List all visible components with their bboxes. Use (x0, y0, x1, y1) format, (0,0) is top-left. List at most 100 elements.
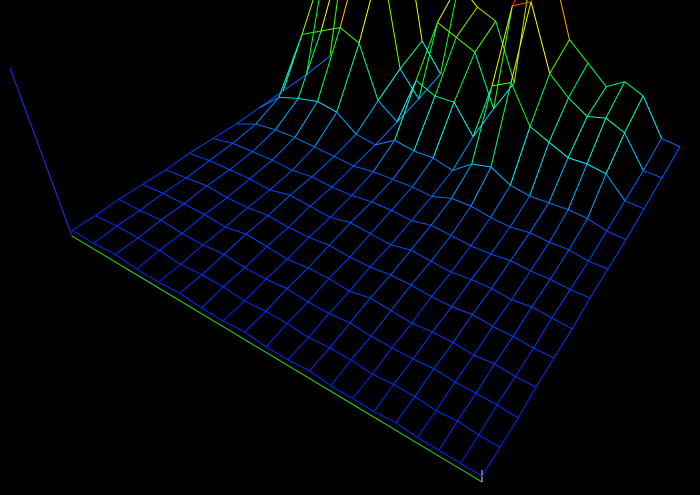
mesh-line-y (553, 328, 573, 359)
mesh-line-y (162, 177, 187, 194)
mesh-line-x (567, 157, 588, 165)
mesh-line-x (278, 96, 299, 99)
mesh-line-x (291, 169, 313, 178)
mesh-line-x (320, 27, 341, 32)
mesh-line-y (435, 381, 456, 411)
mesh-line-x (410, 284, 432, 298)
mesh-line-y (586, 173, 607, 219)
mesh-line-x (328, 312, 351, 324)
mesh-line-x (529, 126, 550, 143)
mesh-line-y (265, 323, 288, 348)
mesh-line-x (95, 215, 117, 227)
mesh-line-y (492, 299, 512, 327)
mesh-line-y (266, 227, 289, 247)
mesh-line-y (390, 220, 412, 246)
mesh-line-x (349, 322, 372, 337)
mesh-line-x (183, 203, 205, 216)
mesh-line-y (510, 232, 531, 261)
mesh-line-y (549, 249, 570, 280)
mesh-line-x (202, 244, 225, 255)
mesh-line-x (605, 117, 625, 134)
mesh-line-y (475, 363, 495, 394)
mesh-line-y (607, 239, 627, 270)
mesh-line-y (548, 97, 569, 143)
mesh-line-x (201, 274, 224, 288)
mesh-line-x (222, 286, 245, 302)
mesh-line-x (287, 258, 309, 269)
mesh-line-x (93, 242, 116, 255)
mesh-line-y (255, 96, 280, 125)
mesh-line-x (165, 169, 187, 179)
mesh-line-y (328, 256, 351, 279)
mesh-line-y (307, 244, 330, 269)
mesh-line-x (412, 358, 435, 370)
mesh-line-y (452, 136, 474, 171)
mesh-line-y (294, 101, 318, 138)
mesh-line-y (606, 200, 626, 232)
mesh-line-x (512, 1, 532, 7)
mesh-line-x (393, 383, 416, 397)
mesh-line-x (298, 97, 318, 102)
mesh-line-y (370, 310, 392, 337)
mesh-line-y (349, 233, 371, 258)
mesh-line-x (454, 381, 477, 394)
mesh-line-y (586, 86, 607, 117)
mesh-line-y (438, 420, 458, 451)
mesh-line-x (286, 323, 309, 338)
mesh-line-x (249, 178, 271, 191)
mesh-line-x (624, 132, 644, 171)
mesh-line-x (496, 404, 519, 419)
mesh-line-y (244, 278, 267, 302)
mesh-line-x (410, 249, 432, 262)
mesh-line-x (569, 39, 589, 64)
mesh-line-y (494, 336, 514, 365)
mesh-line-y (352, 373, 373, 399)
mesh-line-x (142, 184, 164, 194)
mesh-line-x (330, 216, 351, 224)
mesh-line-y (118, 184, 143, 200)
mesh-line-x (431, 296, 453, 308)
mesh-line-x (414, 396, 437, 412)
mesh-line-y (470, 166, 492, 207)
x-axis (71, 235, 483, 483)
mesh-line-y (201, 253, 225, 276)
mesh-line-y (624, 170, 644, 202)
mesh-line-y (509, 195, 531, 228)
mesh-line-x (223, 253, 246, 269)
mesh-line-x (450, 271, 472, 280)
mesh-line-x (390, 274, 412, 286)
mesh-line-x (372, 171, 393, 180)
mesh-line-y (95, 198, 120, 217)
mesh-line-x (642, 95, 663, 139)
mesh-line-y (271, 137, 296, 161)
mesh-line-x (314, 146, 335, 157)
mesh-line-x (286, 288, 309, 303)
mesh-line-y (411, 157, 434, 188)
mesh-line-x (549, 241, 570, 251)
mesh-line-y (499, 417, 519, 448)
mesh-line-y (512, 306, 533, 337)
mesh-line-x (206, 185, 228, 199)
mesh-line-x (181, 232, 204, 246)
mesh-line-x (430, 260, 452, 273)
mesh-line-y (252, 129, 276, 153)
mesh-line-y (222, 267, 246, 288)
mesh-line-x (548, 141, 569, 159)
mesh-line-y (355, 100, 379, 135)
mesh-line-y (314, 111, 338, 148)
mesh-line-y (455, 6, 478, 38)
mesh-line-x (330, 385, 353, 400)
mesh-line-y (432, 306, 453, 333)
mesh-line-y (392, 150, 415, 180)
mesh-line-y (308, 347, 331, 372)
mesh-line-x (265, 278, 288, 290)
mesh-line-y (282, 74, 307, 92)
mesh-line-x (307, 301, 330, 314)
mesh-line-y (431, 271, 452, 298)
mesh-line-x (530, 1, 551, 74)
mesh-line-y (529, 202, 550, 233)
mesh-line-x (212, 138, 233, 144)
mesh-line-x (605, 173, 626, 202)
mesh-line-y (189, 138, 213, 154)
mesh-line-y (643, 177, 663, 210)
